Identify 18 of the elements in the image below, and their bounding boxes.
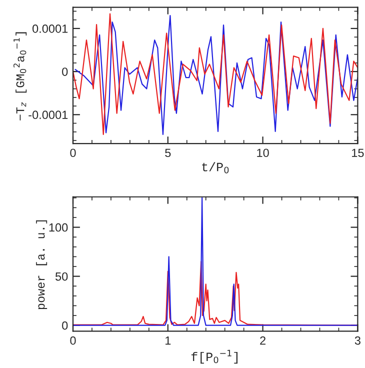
x-tick-label: 15	[352, 148, 364, 158]
y-tick-label: 0.0001	[32, 24, 68, 33]
x-tick-label: 0	[70, 336, 76, 345]
x-tick-label: 0	[70, 148, 76, 158]
x-axis-title: f[P$_{0}$$^{−1}$]	[191, 350, 238, 364]
y-tick-label: 0	[62, 321, 68, 330]
y-tick-label: 100	[49, 223, 68, 232]
text: −T$_{z}$ [GM$_{0}$$^{2}$a$_{0}$$^{−1}$]	[13, 32, 27, 120]
x-axis-title: t/P$_{0}$	[202, 162, 229, 174]
x-tick-label: 2	[260, 336, 266, 345]
x-tick-label: 1	[166, 336, 171, 345]
x-tick-label: 10	[257, 148, 269, 158]
y-tick-label: -0.0001	[28, 110, 68, 120]
x-tick-label: 5	[165, 148, 171, 158]
y-axis-title: power [a. u.]	[36, 220, 48, 310]
y-tick-label: 50	[55, 272, 68, 281]
x-tick-label: 3	[354, 336, 360, 345]
y-tick-label: 0	[62, 68, 68, 76]
